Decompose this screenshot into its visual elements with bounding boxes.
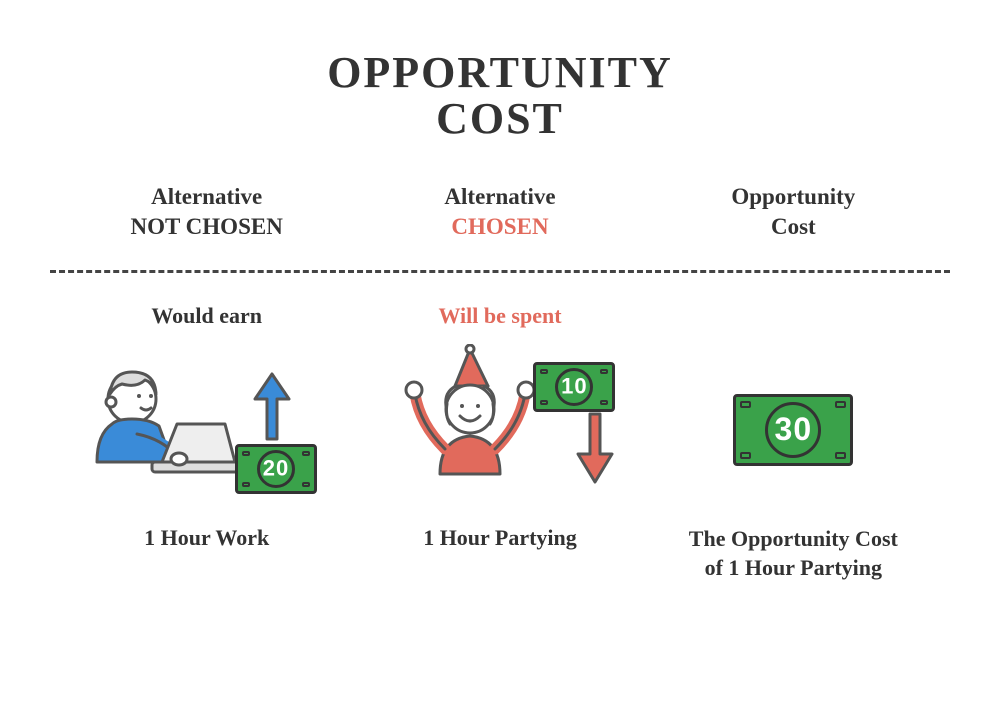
- dashed-divider: [50, 270, 950, 273]
- header-left-line2: NOT CHOSEN: [60, 212, 353, 242]
- money-bill-left: 20: [235, 444, 317, 494]
- header-middle-line2: CHOSEN: [353, 212, 646, 242]
- money-value-right: 30: [775, 411, 813, 448]
- header-right-line2: Cost: [647, 212, 940, 242]
- main-title: OPPORTUNITY COST: [50, 50, 950, 142]
- header-right-line1: Opportunity: [647, 182, 940, 212]
- caption-right-line1: The Opportunity Cost: [689, 525, 898, 554]
- caption-middle-line1: 1 Hour Partying: [423, 524, 577, 553]
- caption-right-line2: of 1 Hour Partying: [689, 554, 898, 583]
- money-value-middle: 10: [561, 374, 587, 400]
- title-line2: COST: [50, 96, 950, 142]
- header-left: Alternative NOT CHOSEN: [60, 182, 353, 242]
- col-right: 30 The Opportunity Cost of 1 Hour Partyi…: [647, 303, 940, 582]
- caption-middle: 1 Hour Partying: [423, 524, 577, 553]
- header-middle: Alternative CHOSEN: [353, 182, 646, 242]
- illustration-right: 30: [647, 345, 940, 515]
- up-arrow-icon: [255, 374, 289, 439]
- illustration-left: 20: [60, 344, 353, 514]
- money-value-left: 20: [263, 456, 289, 482]
- caption-right: The Opportunity Cost of 1 Hour Partying: [689, 525, 898, 582]
- sub-label-left: Would earn: [151, 303, 262, 329]
- header-left-line1: Alternative: [60, 182, 353, 212]
- header-right: Opportunity Cost: [647, 182, 940, 242]
- column-headers: Alternative NOT CHOSEN Alternative CHOSE…: [50, 182, 950, 242]
- money-bill-right: 30: [733, 394, 853, 466]
- col-middle: Will be spent: [353, 303, 646, 582]
- money-bill-middle: 10: [533, 362, 615, 412]
- down-arrow-icon: [578, 414, 612, 482]
- illustration-middle: 10: [353, 344, 646, 514]
- caption-left-line1: 1 Hour Work: [144, 524, 269, 553]
- caption-left: 1 Hour Work: [144, 524, 269, 553]
- sub-label-middle: Will be spent: [438, 303, 561, 329]
- header-middle-line1: Alternative: [353, 182, 646, 212]
- infographic-canvas: OPPORTUNITY COST Alternative NOT CHOSEN …: [0, 0, 1000, 720]
- content-row: Would earn: [50, 303, 950, 582]
- col-left: Would earn: [60, 303, 353, 582]
- title-line1: OPPORTUNITY: [50, 50, 950, 96]
